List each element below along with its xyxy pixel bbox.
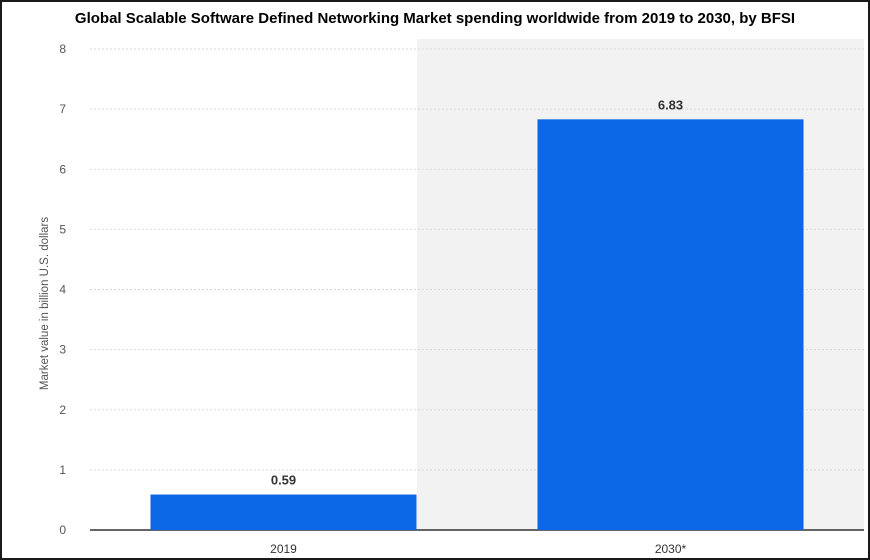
y-tick-label: 5 — [59, 222, 66, 236]
y-tick-label: 2 — [59, 403, 66, 417]
bar-2019 — [150, 494, 417, 530]
y-tick-label: 7 — [59, 102, 66, 116]
bars — [150, 119, 804, 530]
bar-2030 — [537, 119, 804, 530]
data-label: 6.83 — [658, 97, 683, 112]
y-tick-label: 8 — [59, 42, 66, 56]
y-tick-label: 3 — [59, 343, 66, 357]
y-tick-label: 0 — [59, 523, 66, 537]
x-tick-label: 2030* — [655, 542, 687, 556]
y-tick-label: 1 — [59, 463, 66, 477]
y-tick-label: 4 — [59, 283, 66, 297]
x-tick-label: 2019 — [270, 542, 297, 556]
x-axis-ticks: 2019 2030* — [270, 542, 686, 556]
y-axis-title: Market value in billion U.S. dollars — [39, 217, 51, 390]
data-label: 0.59 — [271, 473, 296, 488]
chart-title: Global Scalable Software Defined Network… — [74, 10, 796, 27]
data-labels: 0.59 6.83 — [271, 97, 683, 487]
y-axis-ticks: 0 1 2 3 4 5 6 7 8 — [59, 42, 66, 537]
y-tick-label: 6 — [59, 162, 66, 176]
